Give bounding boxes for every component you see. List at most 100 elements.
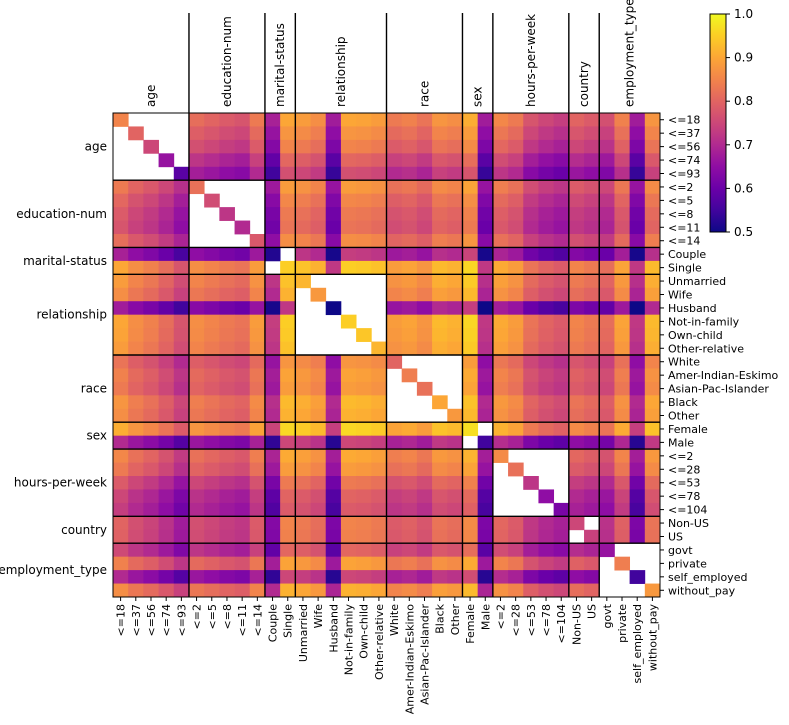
heatmap-cell: [644, 368, 661, 383]
heatmap-cell: [128, 583, 144, 598]
heatmap-cell: [553, 193, 570, 208]
heatmap-cell: [523, 301, 539, 316]
heatmap-cell: [188, 328, 205, 342]
heatmap-cell: [325, 381, 342, 396]
heatmap-cell: [523, 408, 539, 423]
col-tick-label: Single: [282, 604, 295, 638]
heatmap-cell: [599, 180, 615, 195]
heatmap-cell: [538, 220, 555, 235]
heatmap-cell: [371, 193, 387, 208]
heatmap-cell: [158, 476, 175, 490]
col-group-label: age: [144, 85, 158, 107]
heatmap-cell: [614, 341, 631, 356]
heatmap-cell: [219, 395, 235, 410]
heatmap-cell: [356, 570, 372, 584]
heatmap-cell: [204, 247, 220, 262]
heatmap-cell: [644, 422, 661, 437]
heatmap-cell: [538, 543, 555, 558]
heatmap-cell: [584, 220, 600, 235]
heatmap-cell: [249, 449, 266, 463]
heatmap-cell: [340, 502, 357, 517]
heatmap-cell: [280, 489, 296, 504]
heatmap-cell: [492, 247, 509, 262]
col-tick-label: Black: [434, 603, 447, 633]
heatmap-cell: [143, 462, 159, 477]
heatmap-cell: [173, 207, 190, 221]
heatmap-cell: [143, 583, 159, 598]
col-tick-label: <=56: [145, 604, 158, 636]
heatmap-cell: [568, 435, 585, 450]
heatmap-cell: [629, 395, 646, 410]
heatmap-cell: [264, 489, 281, 504]
heatmap-cell: [629, 570, 646, 584]
heatmap-cell: [508, 234, 524, 248]
heatmap-cell: [128, 422, 144, 437]
heatmap-cell: [644, 381, 661, 396]
heatmap-cell: [568, 220, 585, 235]
heatmap-cell: [158, 260, 175, 275]
heatmap-cell: [386, 287, 403, 302]
heatmap-cell: [553, 381, 570, 396]
heatmap-cell: [553, 516, 570, 531]
heatmap-cell: [280, 220, 296, 235]
heatmap-cell: [173, 583, 190, 598]
heatmap-cell: [128, 462, 144, 477]
heatmap-cell: [477, 476, 494, 490]
heatmap-cell: [234, 113, 251, 127]
heatmap-cell: [508, 193, 524, 208]
heatmap-cell: [584, 341, 600, 356]
heatmap-cell: [416, 180, 433, 195]
heatmap-cell: [447, 422, 463, 437]
heatmap-cell: [401, 328, 418, 342]
heatmap-cell: [508, 260, 524, 275]
heatmap-cell: [447, 207, 463, 221]
heatmap-cell: [219, 113, 235, 127]
heatmap-cell: [447, 449, 463, 463]
heatmap-cell: [280, 395, 296, 410]
heatmap-cell: [371, 583, 387, 598]
col-tick-label: White: [388, 604, 401, 636]
heatmap-cell: [356, 489, 372, 504]
heatmap-cell: [158, 395, 175, 410]
heatmap-cell: [188, 126, 205, 141]
heatmap-cell: [249, 113, 266, 127]
heatmap-cell: [599, 355, 615, 369]
heatmap-cell: [568, 556, 585, 571]
heatmap-cell: [568, 381, 585, 396]
heatmap-cell: [401, 301, 418, 316]
heatmap-cell: [371, 395, 387, 410]
row-tick-label: Non-US: [668, 517, 709, 530]
heatmap-cell: [264, 408, 281, 423]
heatmap-cell: [371, 529, 387, 544]
heatmap-cell: [614, 207, 631, 221]
heatmap-cell: [432, 139, 448, 154]
heatmap-cell: [386, 234, 403, 248]
heatmap-cell: [508, 368, 524, 383]
heatmap-cell: [249, 234, 266, 248]
colorbar: 0.5 0.6 0.7 0.8 0.9 1.0: [709, 7, 753, 239]
heatmap-cell: [432, 422, 448, 437]
heatmap-cell: [614, 220, 631, 235]
heatmap-cell: [523, 247, 539, 262]
heatmap-cell: [584, 381, 600, 396]
heatmap-cell: [128, 570, 144, 584]
heatmap-cell: [188, 166, 205, 181]
heatmap-cell: [143, 274, 159, 289]
heatmap-cell: [188, 408, 205, 423]
heatmap-cell: [629, 180, 646, 195]
heatmap-cell: [568, 234, 585, 248]
heatmap-cell: [553, 166, 570, 181]
heatmap-cell: [188, 113, 205, 127]
heatmap-cell: [599, 516, 615, 531]
heatmap-cell: [447, 153, 463, 168]
heatmap-cell: [143, 502, 159, 517]
heatmap-cell: [538, 166, 555, 181]
heatmap-cell: [173, 529, 190, 544]
heatmap-cell: [432, 502, 448, 517]
heatmap-cell: [553, 422, 570, 437]
heatmap-cell: [477, 408, 494, 423]
row-tick-label: <=74: [668, 154, 700, 167]
heatmap-cell: [356, 220, 372, 235]
heatmap-cell: [432, 341, 448, 356]
heatmap-cell: [128, 301, 144, 316]
